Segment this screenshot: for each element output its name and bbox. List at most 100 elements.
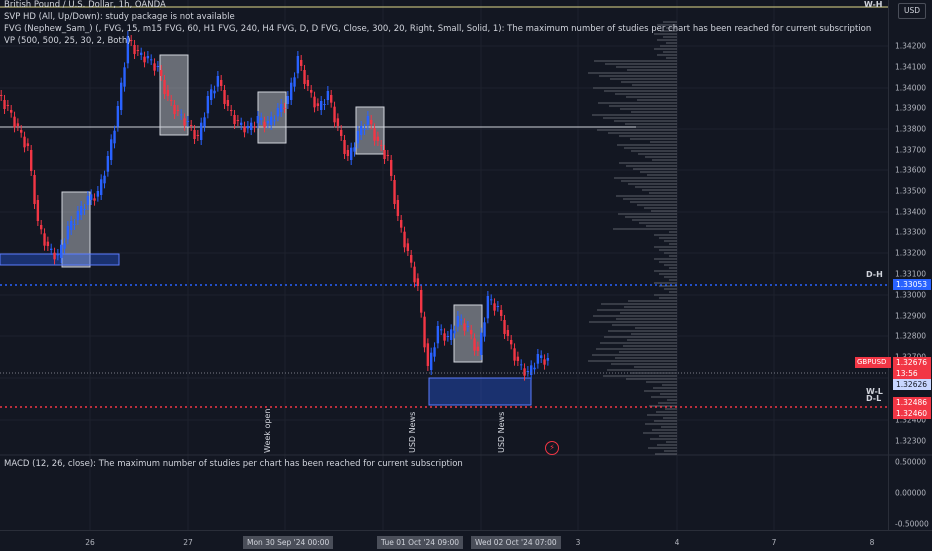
candle-body <box>106 156 110 172</box>
candle-body <box>140 52 143 55</box>
candle-body <box>240 122 243 125</box>
wh-tag: W-H <box>864 0 883 9</box>
bid-price-label: 1.32486 <box>893 397 931 408</box>
candle-body <box>196 135 200 136</box>
candle-body <box>473 338 476 351</box>
candle-body <box>236 120 240 121</box>
candle-body <box>463 323 466 331</box>
candle-body <box>163 80 166 94</box>
candle-body <box>30 150 33 171</box>
candle-body <box>526 371 530 372</box>
candle-body <box>220 80 223 86</box>
candle-body <box>233 115 236 124</box>
candle-body <box>483 322 486 337</box>
candle-body <box>200 122 203 140</box>
candle-body <box>396 200 400 216</box>
candle-body <box>96 191 100 197</box>
candle-body <box>546 358 550 361</box>
candle-body <box>376 136 380 141</box>
candle-body <box>143 56 146 63</box>
candle-body <box>173 105 176 114</box>
indicator-vp[interactable]: VP (500, 500, 25, 30, 2, Both) <box>4 36 131 46</box>
candle-body <box>66 226 70 240</box>
candle-body <box>186 121 190 122</box>
candle-body <box>540 355 543 358</box>
candle-body <box>346 150 350 156</box>
candle-body <box>160 70 163 76</box>
candle-body <box>423 316 426 348</box>
candle-body <box>426 343 430 366</box>
candle-body <box>260 117 263 120</box>
ask-price-label: 1.32460 <box>893 408 931 419</box>
candle-body <box>70 221 73 230</box>
candle-body <box>476 346 480 351</box>
candle-body <box>316 103 320 106</box>
lightning-alert-icon[interactable]: ⚡ <box>545 441 559 455</box>
candle-body <box>393 180 396 204</box>
candle-body <box>126 36 130 64</box>
currency-button[interactable]: USD <box>898 3 926 19</box>
candle-body <box>443 333 446 341</box>
candle-body <box>180 114 183 116</box>
candle-body <box>280 104 283 112</box>
dh-price-label: 1.33053 <box>893 279 931 290</box>
candle-body <box>300 60 303 66</box>
candle-body <box>190 125 193 126</box>
candle-body <box>513 348 516 361</box>
candle-body <box>130 40 133 41</box>
candle-body <box>333 106 336 123</box>
price-tick: 1.33800 <box>895 124 927 134</box>
indicator-macd[interactable]: MACD (12, 26, close): The maximum number… <box>4 459 463 469</box>
candle-body <box>543 359 546 365</box>
time-tick: 7 <box>771 538 777 547</box>
time-tick: 4 <box>674 538 680 547</box>
price-tick: 1.33000 <box>895 290 927 300</box>
candle-body <box>293 77 296 87</box>
candle-body <box>150 59 153 61</box>
time-box-week-open: Mon 30 Sep '24 00:00 <box>243 536 334 549</box>
macd-tick: 0.50000 <box>895 457 927 467</box>
candle-body <box>176 110 180 111</box>
candle-body <box>133 45 136 54</box>
candle-body <box>33 175 36 204</box>
indicator-svp[interactable]: SVP HD (All, Up/Down): study package is … <box>4 12 235 22</box>
candle-body <box>20 130 23 133</box>
candle-body <box>410 255 413 263</box>
candle-body <box>110 139 113 160</box>
candle-body <box>450 329 453 340</box>
candle-body <box>230 110 233 111</box>
time-scale[interactable]: 26 27 3 4 7 8 Mon 30 Sep '24 00:00 Tue 0… <box>0 530 932 551</box>
candle-body <box>60 244 63 258</box>
candle-body <box>246 126 250 129</box>
candle-body <box>466 326 470 327</box>
candle-body <box>523 368 526 376</box>
candle-body <box>26 143 30 146</box>
candle-body <box>243 126 246 133</box>
price-tick: 1.32800 <box>895 331 927 341</box>
price-tick: 1.33500 <box>895 186 927 196</box>
candle-body <box>536 354 540 364</box>
candle-body <box>386 155 390 156</box>
candle-body <box>403 231 406 248</box>
candle-body <box>3 100 6 109</box>
candle-body <box>320 101 323 110</box>
candle-body <box>153 63 156 71</box>
price-tick: 1.34000 <box>895 83 927 93</box>
candle-body <box>253 126 256 128</box>
price-tick: 1.33600 <box>895 165 927 175</box>
candle-body <box>510 340 513 345</box>
candle-body <box>93 198 96 201</box>
candle-body <box>436 326 440 344</box>
candle-body <box>520 364 523 366</box>
candles <box>0 31 550 381</box>
candle-body <box>456 316 460 327</box>
candle-body <box>86 196 90 205</box>
candle-body <box>120 82 123 110</box>
candle-body <box>490 299 493 301</box>
indicator-fvg[interactable]: FVG (Nephew_Sam_) (, FVG, 15, m15 FVG, 6… <box>4 24 872 34</box>
price-tick: 1.33900 <box>895 103 927 113</box>
candle-body <box>50 248 53 250</box>
price-scale[interactable]: 1.34200 1.34100 1.34000 1.33900 1.33800 … <box>888 0 932 530</box>
candle-body <box>360 126 363 135</box>
